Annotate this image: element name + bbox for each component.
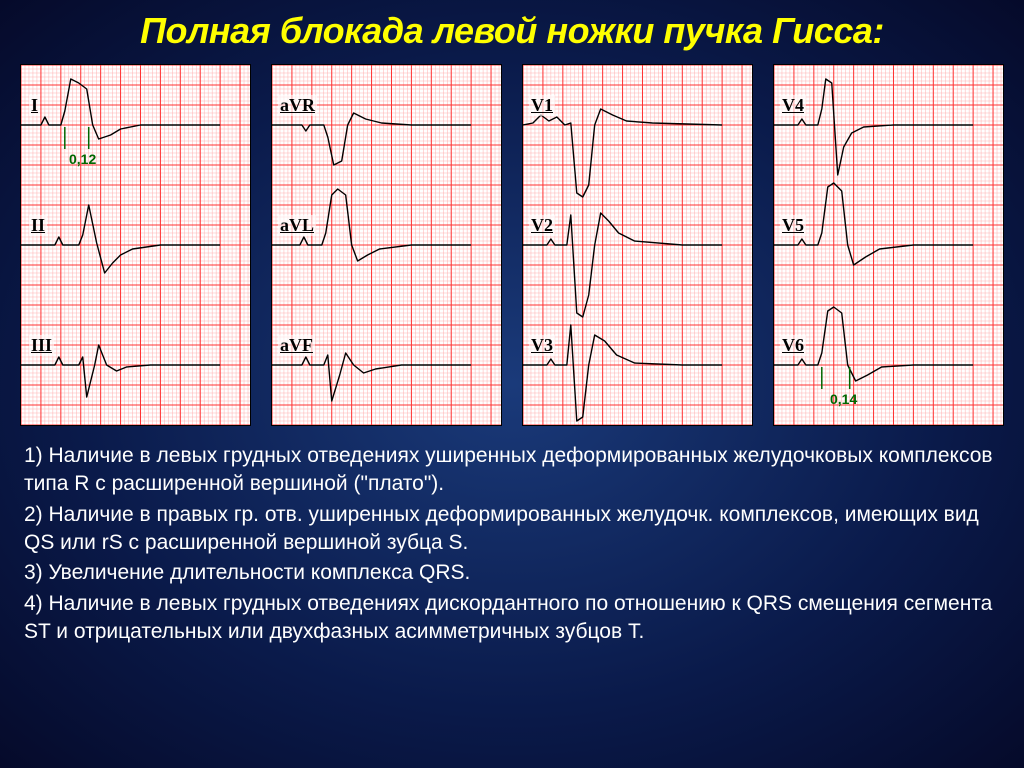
lead-label-V5: V5: [780, 215, 806, 236]
lead-label-V1: V1: [529, 95, 555, 116]
lead-label-V2: V2: [529, 215, 555, 236]
measure-label: 0,14: [830, 391, 857, 407]
ecg-row: IIIIII0,12aVRaVLaVFV1V2V3V4V5V60,14: [20, 64, 1004, 426]
ecg-panel-3: V4 V5 V6 0,14: [773, 64, 1004, 426]
ecg-panel-0: IIIIII0,12: [20, 64, 251, 426]
bullet-2: 2) Наличие в правых гр. отв. уширенных д…: [24, 501, 1000, 558]
ecg-grid: [272, 65, 501, 425]
measure-label: 0,12: [69, 151, 96, 167]
lead-label-V6: V6: [780, 335, 806, 356]
ecg-grid: [523, 65, 752, 425]
ecg-panel-1: aVR aVL aVF: [271, 64, 502, 426]
slide-title: Полная блокада левой ножки пучка Гисса:: [20, 10, 1004, 52]
lead-label-aVF: aVF: [278, 335, 315, 356]
lead-label-aVR: aVR: [278, 95, 317, 116]
lead-label-III: III: [29, 335, 54, 356]
lead-label-II: II: [29, 215, 47, 236]
bullet-3: 3) Увеличение длительности комплекса QRS…: [24, 559, 1000, 587]
bullet-4: 4) Наличие в левых грудных отведениях ди…: [24, 590, 1000, 647]
ecg-panel-2: V1 V2 V3: [522, 64, 753, 426]
body-text: 1) Наличие в левых грудных отведениях уш…: [20, 442, 1004, 646]
bullet-1: 1) Наличие в левых грудных отведениях уш…: [24, 442, 1000, 499]
lead-label-V3: V3: [529, 335, 555, 356]
lead-label-I: I: [29, 95, 40, 116]
lead-label-V4: V4: [780, 95, 806, 116]
slide: Полная блокада левой ножки пучка Гисса: …: [0, 0, 1024, 768]
ecg-grid: [21, 65, 250, 425]
ecg-grid: [774, 65, 1003, 425]
lead-label-aVL: aVL: [278, 215, 316, 236]
